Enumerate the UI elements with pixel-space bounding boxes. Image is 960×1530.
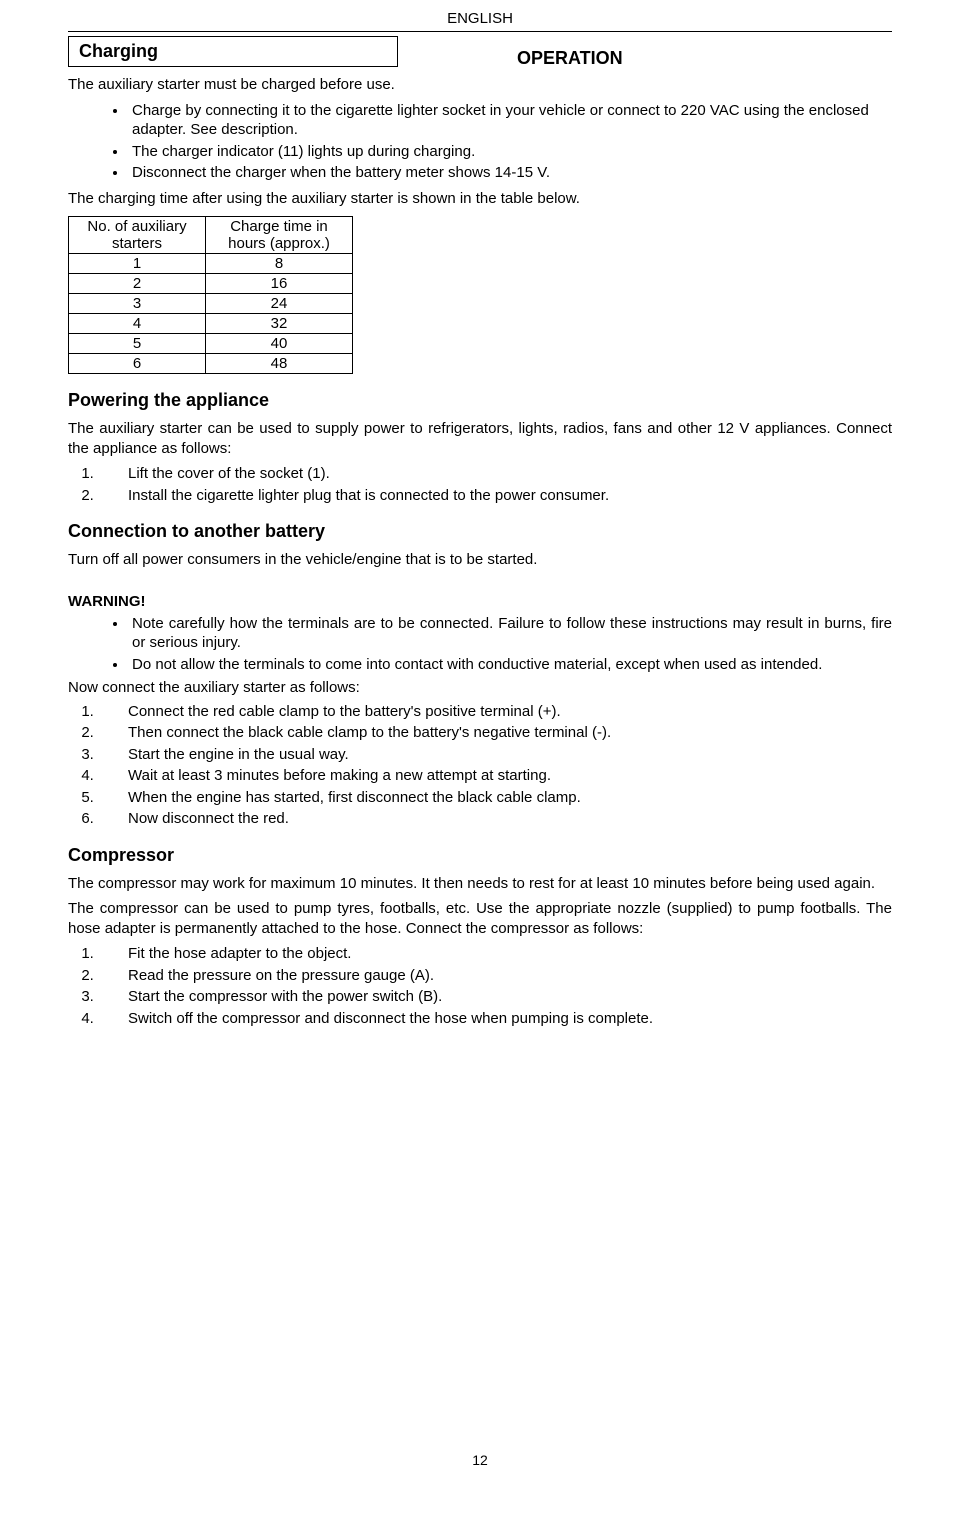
table-cell: 32 [206, 314, 353, 334]
list-item: Connect the red cable clamp to the batte… [98, 702, 892, 722]
bullet-item: Disconnect the charger when the battery … [128, 163, 892, 183]
table-row: 432 [69, 314, 353, 334]
table-row: 216 [69, 274, 353, 294]
charging-intro: The auxiliary starter must be charged be… [68, 75, 892, 95]
heading-connection: Connection to another battery [68, 521, 892, 542]
table-cell: 5 [69, 334, 206, 354]
table-row: 648 [69, 354, 353, 374]
list-item: Lift the cover of the socket (1). [98, 464, 892, 484]
bullet-item: Charge by connecting it to the cigarette… [128, 101, 892, 140]
bullet-item: Note carefully how the terminals are to … [128, 614, 892, 653]
charge-time-table: No. of auxiliary starters Charge time in… [68, 216, 353, 374]
table-header: Charge time in hours (approx.) [206, 217, 353, 254]
table-row: 324 [69, 294, 353, 314]
list-item: When the engine has started, first disco… [98, 788, 892, 808]
page-number: 12 [0, 1452, 960, 1468]
heading-compressor: Compressor [68, 845, 892, 866]
document-page: ENGLISH Charging OPERATION The auxiliary… [0, 0, 960, 1480]
charging-table-note: The charging time after using the auxili… [68, 189, 892, 209]
heading-operation: OPERATION [248, 48, 892, 69]
table-row: 540 [69, 334, 353, 354]
list-item: Start the compressor with the power swit… [98, 987, 892, 1007]
list-item: Switch off the compressor and disconnect… [98, 1009, 892, 1029]
connection-steps: Connect the red cable clamp to the batte… [68, 702, 892, 829]
table-cell: 1 [69, 254, 206, 274]
list-item: Start the engine in the usual way. [98, 745, 892, 765]
table-header-row: No. of auxiliary starters Charge time in… [69, 217, 353, 254]
compressor-para2: The compressor can be used to pump tyres… [68, 899, 892, 938]
compressor-para1: The compressor may work for maximum 10 m… [68, 874, 892, 894]
list-item: Fit the hose adapter to the object. [98, 944, 892, 964]
connection-intro: Turn off all power consumers in the vehi… [68, 550, 892, 570]
table-cell: 2 [69, 274, 206, 294]
list-item: Wait at least 3 minutes before making a … [98, 766, 892, 786]
table-cell: 48 [206, 354, 353, 374]
table-cell: 6 [69, 354, 206, 374]
table-row: 18 [69, 254, 353, 274]
table-cell: 3 [69, 294, 206, 314]
charging-bullets: Charge by connecting it to the cigarette… [68, 101, 892, 183]
table-cell: 4 [69, 314, 206, 334]
table-cell: 40 [206, 334, 353, 354]
list-item: Install the cigarette lighter plug that … [98, 486, 892, 506]
warning-bullets: Note carefully how the terminals are to … [68, 614, 892, 675]
list-item: Read the pressure on the pressure gauge … [98, 966, 892, 986]
table-cell: 16 [206, 274, 353, 294]
bullet-item: Do not allow the terminals to come into … [128, 655, 892, 675]
powering-intro: The auxiliary starter can be used to sup… [68, 419, 892, 458]
warning-label: WARNING! [68, 593, 892, 610]
bullet-item: The charger indicator (11) lights up dur… [128, 142, 892, 162]
heading-powering: Powering the appliance [68, 390, 892, 411]
compressor-steps: Fit the hose adapter to the object. Read… [68, 944, 892, 1028]
title-row: Charging OPERATION [68, 32, 892, 69]
table-header: No. of auxiliary starters [69, 217, 206, 254]
table-cell: 24 [206, 294, 353, 314]
powering-steps: Lift the cover of the socket (1). Instal… [68, 464, 892, 505]
now-connect: Now connect the auxiliary starter as fol… [68, 678, 892, 698]
list-item: Then connect the black cable clamp to th… [98, 723, 892, 743]
table-cell: 8 [206, 254, 353, 274]
header-language: ENGLISH [68, 10, 892, 27]
list-item: Now disconnect the red. [98, 809, 892, 829]
